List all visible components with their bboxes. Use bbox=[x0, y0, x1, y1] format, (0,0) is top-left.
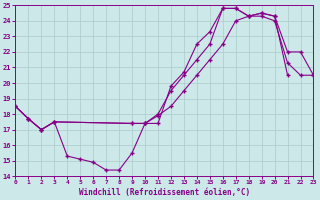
X-axis label: Windchill (Refroidissement éolien,°C): Windchill (Refroidissement éolien,°C) bbox=[79, 188, 250, 197]
